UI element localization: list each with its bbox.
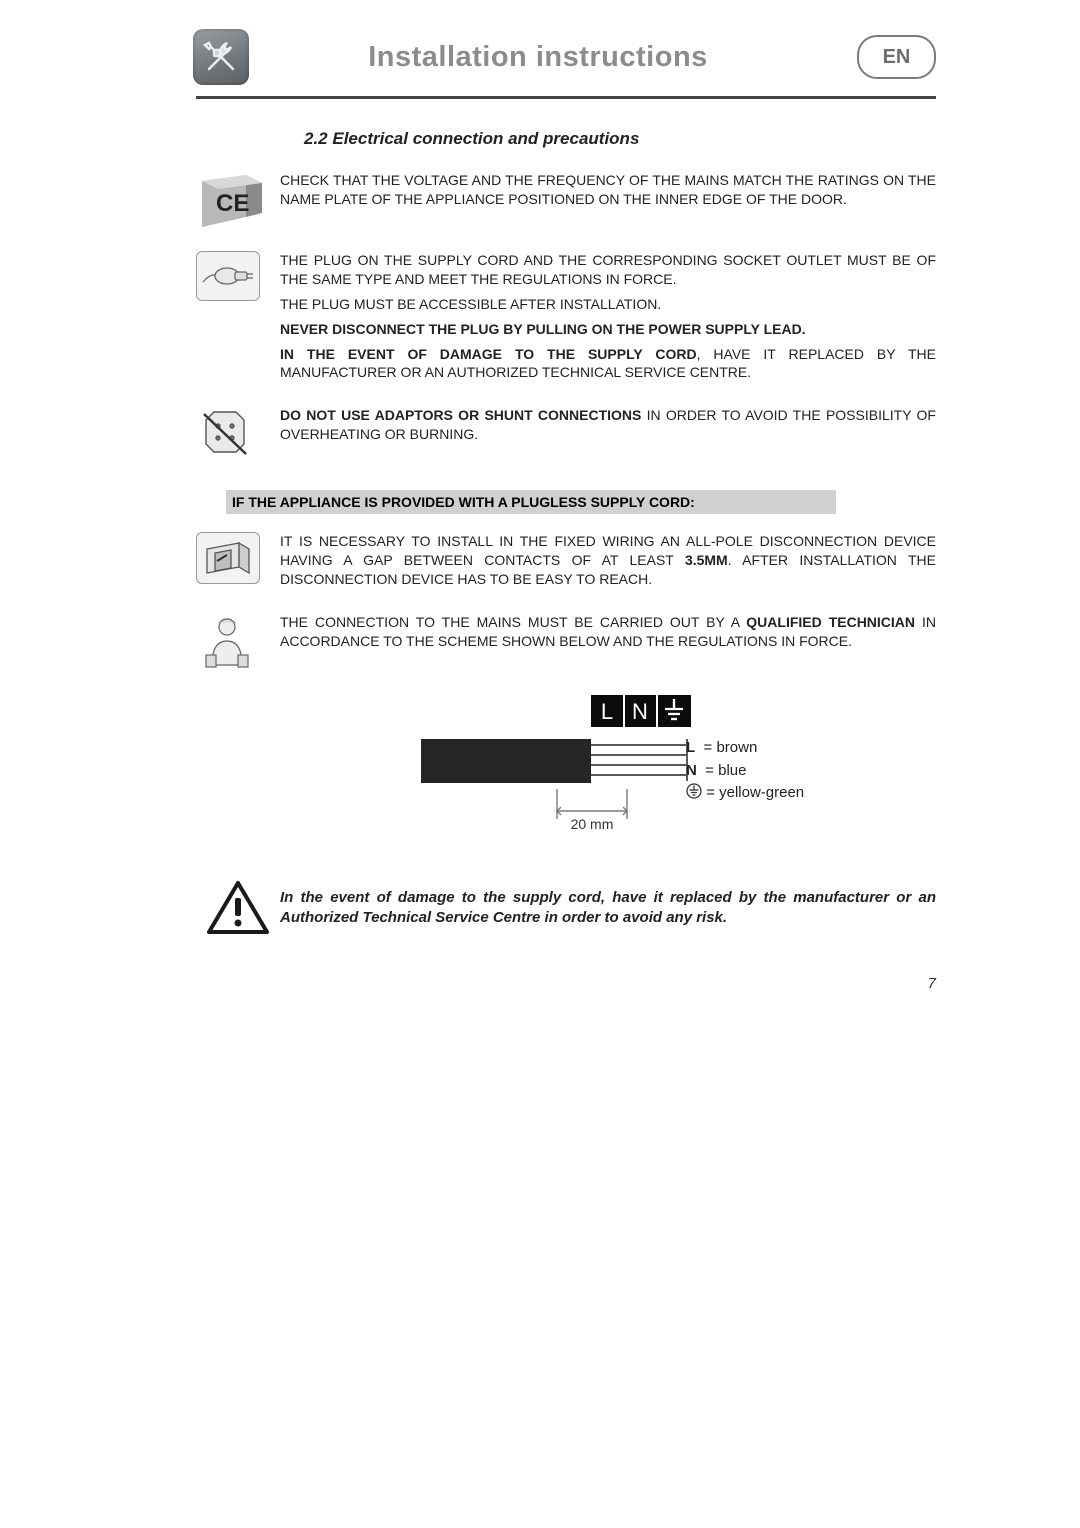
disc-gap: 3.5MM (685, 552, 728, 568)
disconnection-block: IT IS NECESSARY TO INSTALL IN THE FIXED … (196, 532, 936, 595)
plug-text-2: THE PLUG MUST BE ACCESSIBLE AFTER INSTAL… (280, 295, 936, 314)
section-title: Electrical connection and precautions (332, 129, 639, 148)
terminal-L: L (601, 699, 613, 724)
page-title: Installation instructions (219, 41, 857, 74)
legend-L: L = brown (686, 737, 804, 760)
terminal-N: N (632, 699, 648, 724)
page-header: Installation instructions EN (196, 28, 936, 86)
legend-E: = yellow-green (686, 782, 804, 805)
header-divider (196, 96, 936, 99)
technician-block: THE CONNECTION TO THE MAINS MUST BE CARR… (196, 613, 936, 671)
plug-text-4a: IN THE EVENT OF DAMAGE TO THE SUPPLY COR… (280, 346, 697, 362)
wiring-svg: L N (421, 689, 711, 849)
ce-block: CE CHECK THAT THE VOLTAGE AND THE FREQUE… (196, 171, 936, 233)
plug-text-3: NEVER DISCONNECT THE PLUG BY PULLING ON … (280, 320, 936, 339)
disconnection-text: IT IS NECESSARY TO INSTALL IN THE FIXED … (280, 532, 936, 589)
manual-page: Installation instructions EN 2.2 Electri… (0, 0, 1080, 1528)
adaptor-block: DO NOT USE ADAPTORS OR SHUNT CONNECTIONS… (196, 406, 936, 462)
wiring-diagram: L N (196, 689, 936, 854)
section-heading: 2.2 Electrical connection and precaution… (304, 129, 934, 149)
legend-N-color: blue (718, 762, 746, 779)
switch-icon (196, 532, 260, 584)
wiring-legend: L = brown N = blue = yellow-g (686, 737, 804, 805)
technician-icon (196, 613, 258, 671)
section-2-2: 2.2 Electrical connection and precaution… (196, 129, 936, 936)
section-number: 2.2 (304, 129, 328, 148)
warning-text: In the event of damage to the supply cor… (280, 888, 936, 929)
legend-L-label: L (686, 739, 695, 756)
adaptor-text: DO NOT USE ADAPTORS OR SHUNT CONNECTIONS… (280, 406, 936, 444)
page-number: 7 (928, 975, 936, 992)
ce-icon: CE (196, 171, 266, 233)
tech-bold: QUALIFIED TECHNICIAN (746, 614, 915, 630)
tech-text-1: THE CONNECTION TO THE MAINS MUST BE CARR… (280, 614, 746, 630)
legend-L-color: brown (716, 739, 757, 756)
warning-icon (196, 880, 280, 936)
adaptor-text-bold: DO NOT USE ADAPTORS OR SHUNT CONNECTIONS (280, 407, 641, 423)
plug-text-1: THE PLUG ON THE SUPPLY CORD AND THE CORR… (280, 251, 936, 289)
legend-N: N = blue (686, 760, 804, 783)
language-badge: EN (857, 35, 936, 79)
no-adaptor-icon (196, 406, 258, 462)
warning-block: In the event of damage to the supply cor… (196, 880, 936, 936)
svg-text:CE: CE (216, 190, 249, 217)
plug-text-4: IN THE EVENT OF DAMAGE TO THE SUPPLY COR… (280, 345, 936, 383)
legend-N-label: N (686, 762, 697, 779)
content-area: Installation instructions EN 2.2 Electri… (196, 28, 936, 936)
plugless-subheader: IF THE APPLIANCE IS PROVIDED WITH A PLUG… (226, 490, 836, 514)
legend-E-color: yellow-green (719, 784, 804, 801)
ce-text: CHECK THAT THE VOLTAGE AND THE FREQUENCY… (280, 171, 936, 209)
plug-block: THE PLUG ON THE SUPPLY CORD AND THE CORR… (196, 251, 936, 388)
technician-text: THE CONNECTION TO THE MAINS MUST BE CARR… (280, 613, 936, 651)
plug-icon (196, 251, 260, 301)
wiring-dimension: 20 mm (571, 816, 614, 832)
